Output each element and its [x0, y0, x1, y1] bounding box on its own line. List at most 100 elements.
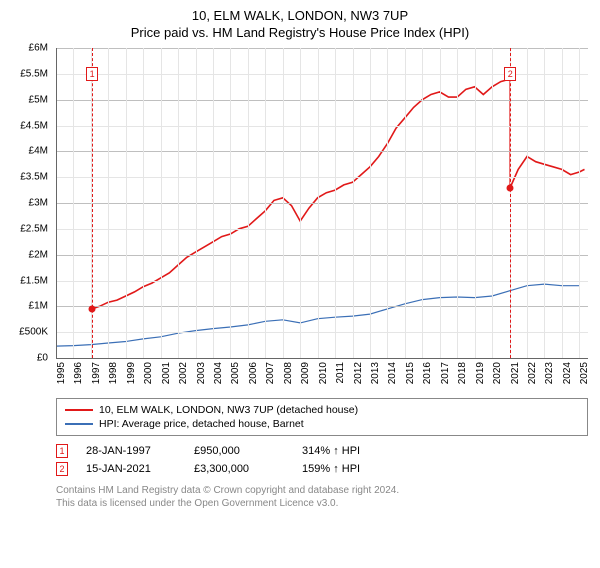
gridline-h: [56, 255, 588, 256]
sale-events: 1 28-JAN-1997 £950,000 314% ↑ HPI 2 15-JAN-20…: [56, 442, 588, 478]
x-tick-label: 1996: [73, 362, 84, 384]
x-tick-label: 2018: [457, 362, 468, 384]
y-tick-label: £3.5M: [20, 172, 48, 183]
gridline-h: [56, 332, 588, 333]
gridline-h: [56, 100, 588, 101]
sale-marker-dot: [89, 305, 96, 312]
gridline-h: [56, 281, 588, 282]
gridline-v: [265, 48, 266, 358]
y-tick-label: £5M: [29, 94, 48, 105]
x-tick-label: 1997: [91, 362, 102, 384]
gridline-v: [335, 48, 336, 358]
x-tick-label: 2012: [353, 362, 364, 384]
gridline-v: [178, 48, 179, 358]
sale-event-row: 1 28-JAN-1997 £950,000 314% ↑ HPI: [56, 442, 588, 460]
y-tick-label: £2.5M: [20, 223, 48, 234]
gridline-h: [56, 177, 588, 178]
sale-event-hpi-delta: 314% ↑ HPI: [302, 445, 360, 457]
gridline-v: [196, 48, 197, 358]
sale-event-price: £950,000: [194, 445, 284, 457]
y-tick-label: £500K: [19, 327, 48, 338]
y-tick-label: £6M: [29, 43, 48, 54]
x-tick-label: 2003: [196, 362, 207, 384]
gridline-v: [161, 48, 162, 358]
y-tick-label: £3M: [29, 198, 48, 209]
gridline-v: [422, 48, 423, 358]
gridline-v: [527, 48, 528, 358]
sale-event-row: 215-JAN-2021£3,300,000159% ↑ HPI: [56, 460, 588, 478]
y-tick-label: £1M: [29, 301, 48, 312]
y-tick-label: £1.5M: [20, 275, 48, 286]
x-tick-label: 2008: [283, 362, 294, 384]
gridline-h: [56, 126, 588, 127]
x-tick-label: 2016: [422, 362, 433, 384]
x-tick-label: 1998: [108, 362, 119, 384]
gridline-v: [143, 48, 144, 358]
gridline-v: [126, 48, 127, 358]
x-tick-label: 2020: [492, 362, 503, 384]
x-tick-label: 2023: [544, 362, 555, 384]
x-tick-label: 2021: [510, 362, 521, 384]
gridline-v: [387, 48, 388, 358]
sale-marker-line: [510, 48, 511, 358]
x-tick-label: 2001: [161, 362, 172, 384]
legend-row: 10, ELM WALK, LONDON, NW3 7UP (detached …: [65, 403, 579, 417]
x-axis: 1995199619971998199920002001200220032004…: [56, 358, 588, 394]
sale-event-price: £3,300,000: [194, 463, 284, 475]
legend-label-series-1: HPI: Average price, detached house, Barn…: [99, 418, 304, 430]
sale-event-badge: 1: [56, 444, 68, 458]
sale-marker-badge: 1: [86, 67, 98, 81]
x-tick-label: 2019: [475, 362, 486, 384]
gridline-v: [544, 48, 545, 358]
x-tick-label: 1995: [56, 362, 67, 384]
sale-marker-badge: 2: [504, 67, 516, 81]
x-tick-label: 2025: [579, 362, 590, 384]
x-tick-label: 2010: [318, 362, 329, 384]
x-tick-label: 2024: [562, 362, 573, 384]
sale-event-date: 15-JAN-2021: [86, 463, 176, 475]
y-tick-label: £2M: [29, 249, 48, 260]
x-tick-label: 2014: [387, 362, 398, 384]
gridline-v: [108, 48, 109, 358]
footer-line: This data is licensed under the Open Gov…: [56, 497, 588, 510]
x-tick-label: 1999: [126, 362, 137, 384]
legend-swatch-series-0: [65, 409, 93, 411]
subtitle: Price paid vs. HM Land Registry's House …: [0, 25, 600, 40]
y-tick-label: £4.5M: [20, 120, 48, 131]
sale-event-badge: 2: [56, 462, 68, 476]
x-tick-label: 2007: [265, 362, 276, 384]
gridline-v: [73, 48, 74, 358]
x-tick-label: 2015: [405, 362, 416, 384]
gridline-v: [440, 48, 441, 358]
y-tick-label: £0: [37, 353, 48, 364]
chart-area: £0£500K£1M£1.5M£2M£2.5M£3M£3.5M£4M£4.5M£…: [12, 48, 588, 358]
y-tick-label: £4M: [29, 146, 48, 157]
footer-line: Contains HM Land Registry data © Crown c…: [56, 484, 588, 497]
x-tick-label: 2011: [335, 362, 346, 384]
x-tick-label: 2009: [300, 362, 311, 384]
legend-label-series-0: 10, ELM WALK, LONDON, NW3 7UP (detached …: [99, 404, 358, 416]
gridline-h: [56, 48, 588, 49]
x-tick-label: 2002: [178, 362, 189, 384]
gridline-v: [492, 48, 493, 358]
gridline-v: [353, 48, 354, 358]
gridline-v: [230, 48, 231, 358]
legend-row: HPI: Average price, detached house, Barn…: [65, 417, 579, 431]
gridline-h: [56, 151, 588, 152]
x-tick-label: 2005: [230, 362, 241, 384]
sale-event-date: 28-JAN-1997: [86, 445, 176, 457]
x-tick-label: 2004: [213, 362, 224, 384]
gridline-v: [318, 48, 319, 358]
x-tick-label: 2006: [248, 362, 259, 384]
sale-marker-dot: [507, 184, 514, 191]
gridline-v: [370, 48, 371, 358]
gridline-h: [56, 229, 588, 230]
gridline-h: [56, 203, 588, 204]
title: 10, ELM WALK, LONDON, NW3 7UP: [0, 8, 600, 23]
gridline-v: [405, 48, 406, 358]
legend-swatch-series-1: [65, 423, 93, 425]
chart-container: 10, ELM WALK, LONDON, NW3 7UP Price paid…: [0, 8, 600, 568]
gridline-v: [562, 48, 563, 358]
gridline-v: [475, 48, 476, 358]
x-tick-label: 2022: [527, 362, 538, 384]
